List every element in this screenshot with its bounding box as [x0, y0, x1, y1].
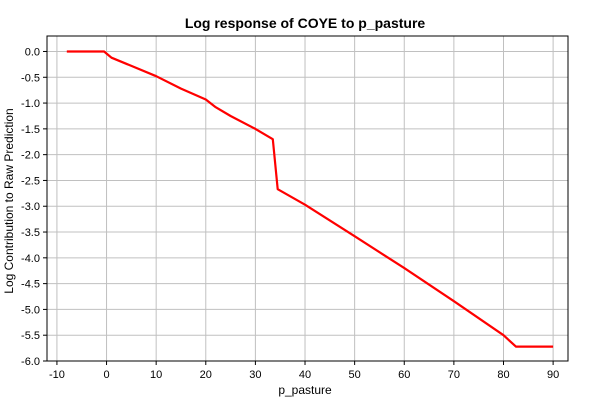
- x-tick-label: 60: [398, 369, 410, 381]
- y-tick-label: -6.0: [21, 356, 40, 368]
- y-tick-label: -2.0: [21, 150, 40, 162]
- y-tick-label: 0.0: [25, 46, 40, 58]
- y-axis: 0.0 -0.5 -1.0 -1.5 -2.0 -2.5 -3.0 -3.5 -4.0 -4.5 -…: [21, 46, 47, 368]
- y-tick-label: -0.5: [21, 72, 40, 84]
- y-tick-label: -3.5: [21, 227, 40, 239]
- x-tick-label: 40: [299, 369, 311, 381]
- y-tick-label: -4.5: [21, 279, 40, 291]
- y-tick-label: -2.5: [21, 175, 40, 187]
- y-tick-label: -1.5: [21, 124, 40, 136]
- chart-title: Log response of COYE to p_pasture: [185, 15, 426, 31]
- grid: [47, 36, 568, 362]
- x-tick-label: 80: [497, 369, 509, 381]
- y-tick-label: -1.0: [21, 98, 40, 110]
- x-axis: -10 0 10 20 30 40 50 60 70 80 90: [49, 361, 559, 381]
- x-tick-label: 70: [448, 369, 460, 381]
- y-tick-label: -3.0: [21, 201, 40, 213]
- x-tick-label: 10: [150, 369, 162, 381]
- y-tick-label: -5.5: [21, 330, 40, 342]
- y-tick-label: -5.0: [21, 304, 40, 316]
- x-tick-label: 30: [249, 369, 261, 381]
- x-axis-label: p_pasture: [278, 383, 332, 397]
- x-tick-label: 50: [349, 369, 361, 381]
- series-layer: [66, 50, 554, 348]
- y-tick-label: -4.0: [21, 253, 40, 265]
- x-tick-label: 0: [103, 369, 109, 381]
- x-tick-label: -10: [49, 369, 65, 381]
- series-line: [66, 50, 554, 348]
- x-tick-label: 90: [547, 369, 559, 381]
- plot-frame: [46, 35, 569, 362]
- y-axis-label: Log Contribution to Raw Prediction: [2, 108, 16, 293]
- x-tick-label: 20: [200, 369, 212, 381]
